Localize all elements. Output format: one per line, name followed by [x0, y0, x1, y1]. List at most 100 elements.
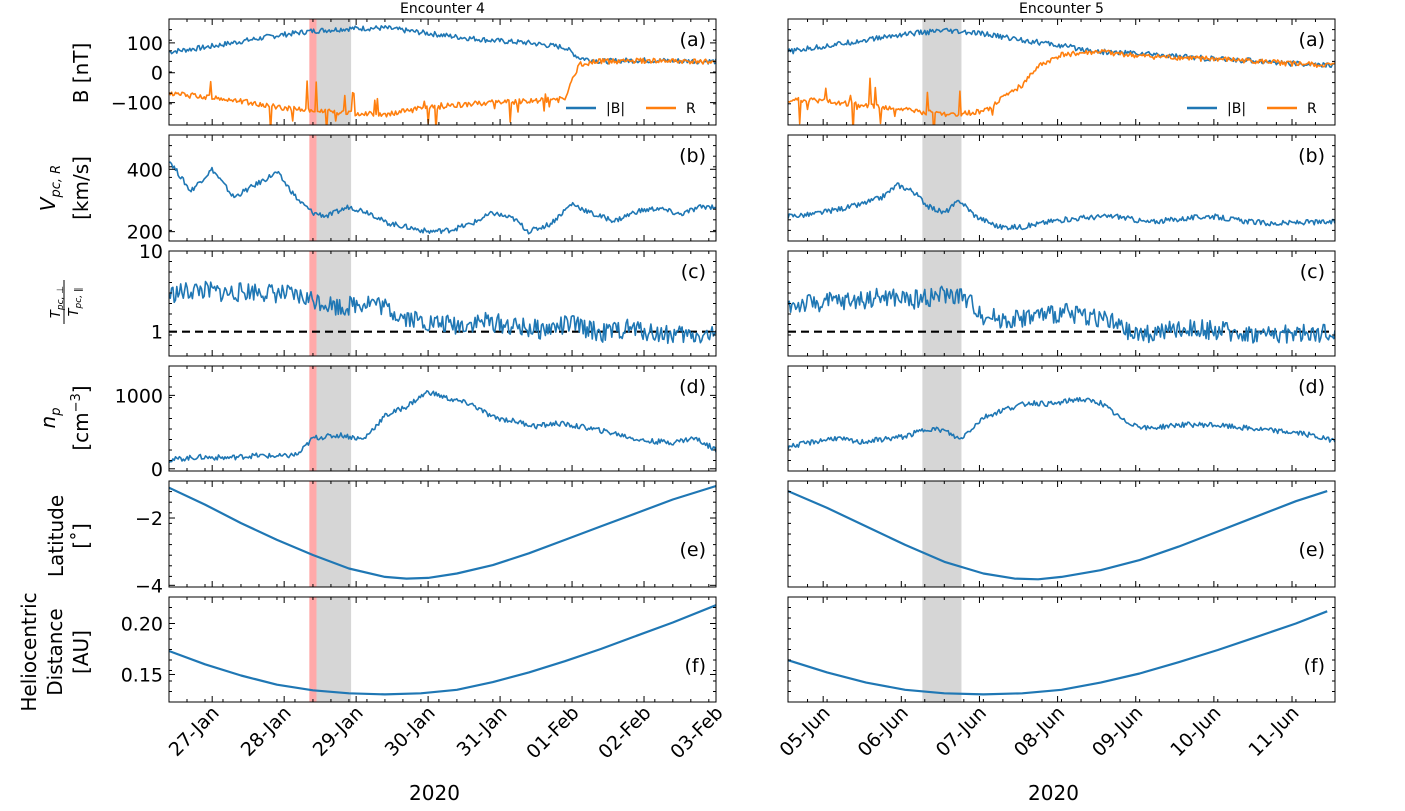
y-tick-label: 100	[127, 33, 163, 55]
x-tick-label: 27-Jan	[165, 702, 224, 761]
series-line-np	[169, 390, 716, 464]
ylabel-v-unit: [km/s]	[69, 156, 93, 220]
panel-frame	[787, 480, 1336, 588]
y-tick-label: −4	[135, 575, 163, 597]
panel-frame	[787, 18, 1336, 126]
panel-b: 400 200 (b)	[127, 134, 717, 244]
x-tick-label: 10-Jun	[1166, 702, 1225, 761]
ylabel-t-ratio: Tpc, ⊥ Tpc, ∥	[49, 280, 84, 324]
panel-tag: (f)	[1303, 655, 1325, 677]
red-highlight-band	[309, 366, 317, 471]
ylabel-latitude: Latitude	[44, 495, 68, 577]
gray-highlight-band	[316, 135, 352, 241]
red-highlight-band	[309, 481, 317, 587]
red-highlight-band	[309, 135, 317, 241]
panel-d: (d)	[787, 365, 1336, 472]
x-tick-label: 07-Jun	[932, 702, 991, 761]
chart-title: Encounter 4	[400, 1, 485, 17]
panel-frame	[787, 134, 1336, 242]
red-highlight-band	[309, 251, 317, 356]
panel-frame	[168, 250, 717, 357]
y-tick-label: 0	[151, 459, 163, 481]
gray-highlight-band	[316, 597, 352, 702]
x-tick-label: 28-Jan	[237, 702, 296, 761]
panel-tag: (c)	[681, 261, 706, 283]
panel-frame	[168, 365, 717, 472]
y-tick-label: 0.20	[121, 614, 163, 636]
series-line-b	[169, 25, 716, 65]
panel-tag: (a)	[680, 29, 706, 51]
series-line-v	[169, 161, 716, 235]
series-line-distance	[788, 610, 1328, 696]
panel-frame	[787, 365, 1336, 472]
panel-e: (e)	[787, 480, 1336, 588]
ylabel-latitude-unit: [˚]	[69, 523, 93, 549]
series-line-tratio	[169, 280, 716, 345]
red-highlight-band	[309, 19, 317, 125]
y-tick-label: 400	[127, 159, 163, 181]
series-line-latitude	[169, 484, 716, 580]
panel-tag: (d)	[1298, 376, 1325, 398]
ylabel-v: Vpc, R	[36, 165, 64, 211]
legend-label: |B|	[606, 101, 625, 117]
panel-frame	[168, 134, 717, 242]
series-line-tratio	[788, 285, 1335, 344]
y-tick-label: 0.15	[121, 664, 163, 686]
gray-highlight-band	[922, 597, 962, 702]
x-tick-label: 29-Jan	[309, 702, 368, 761]
x-tick-label: 01-Feb	[522, 702, 583, 763]
panel-tag: (f)	[684, 655, 706, 677]
gray-highlight-band	[316, 366, 352, 471]
legend-label: |B|	[1227, 101, 1246, 117]
x-tick-label: 03-Feb	[666, 702, 727, 763]
panel-tag: (a)	[1299, 29, 1325, 51]
panel-c: 10 1 (c)	[139, 241, 717, 357]
series-line-b	[788, 27, 1335, 68]
series-line-r	[788, 49, 1335, 125]
panel-b: (b)	[787, 134, 1336, 242]
x-tick-label: 30-Jan	[381, 702, 440, 761]
series-line-r	[169, 57, 716, 125]
y-tick-label: 1	[151, 322, 163, 344]
y-tick-label: −2	[135, 508, 163, 530]
series-line-distance	[169, 604, 716, 696]
series-line-np	[788, 396, 1335, 450]
y-axis-labels: B [nT] Vpc, R [km/s] Tpc, ⊥ Tpc, ∥ np [c…	[17, 43, 93, 712]
chart-title: Encounter 5	[1019, 1, 1104, 17]
panel-a: (a) |B| R	[787, 18, 1336, 126]
encounter-chart-5: Encounter 5 (a) |B| R (b) (c) (d) (e) (f) 05-Jun 0…	[775, 1, 1336, 805]
red-highlight-band	[309, 597, 317, 702]
x-tick-label: 31-Jan	[453, 702, 512, 761]
x-tick-label: 05-Jun	[775, 702, 834, 761]
gray-highlight-band	[922, 135, 962, 241]
x-axis-label: 2020	[409, 781, 460, 805]
gray-highlight-band	[922, 481, 962, 587]
legend-label: R	[686, 101, 696, 117]
panel-f: 0.20 0.15 (f)	[121, 596, 717, 703]
ylabel-np-unit: [cm−3]	[69, 385, 93, 450]
panel-frame	[168, 480, 717, 588]
series-line-v	[788, 182, 1335, 231]
x-tick-label: 08-Jun	[1010, 702, 1069, 761]
svg-text:Tpc, ∥: Tpc, ∥	[67, 288, 84, 317]
x-axis-label: 2020	[1028, 781, 1079, 805]
panel-f: (f)	[787, 596, 1336, 703]
gray-highlight-band	[922, 366, 962, 471]
ylabel-np: np	[36, 408, 64, 429]
panel-a: 100 0 −100 (a) |B| R	[111, 18, 717, 126]
panel-tag: (b)	[679, 145, 706, 167]
x-tick-label: 11-Jun	[1244, 702, 1303, 761]
ylabel-b: B [nT]	[69, 43, 93, 104]
panel-tag: (b)	[1298, 145, 1325, 167]
panel-tag: (e)	[1298, 539, 1325, 561]
panel-tag: (d)	[679, 376, 706, 398]
y-tick-label: −100	[111, 93, 163, 115]
panel-frame	[168, 596, 717, 703]
panel-d: 1000 0 (d)	[115, 365, 717, 481]
x-tick-label: 06-Jun	[854, 702, 913, 761]
ylabel-distance: Distance	[43, 608, 67, 695]
y-tick-label: 10	[139, 241, 163, 263]
y-tick-label: 1000	[115, 385, 163, 407]
